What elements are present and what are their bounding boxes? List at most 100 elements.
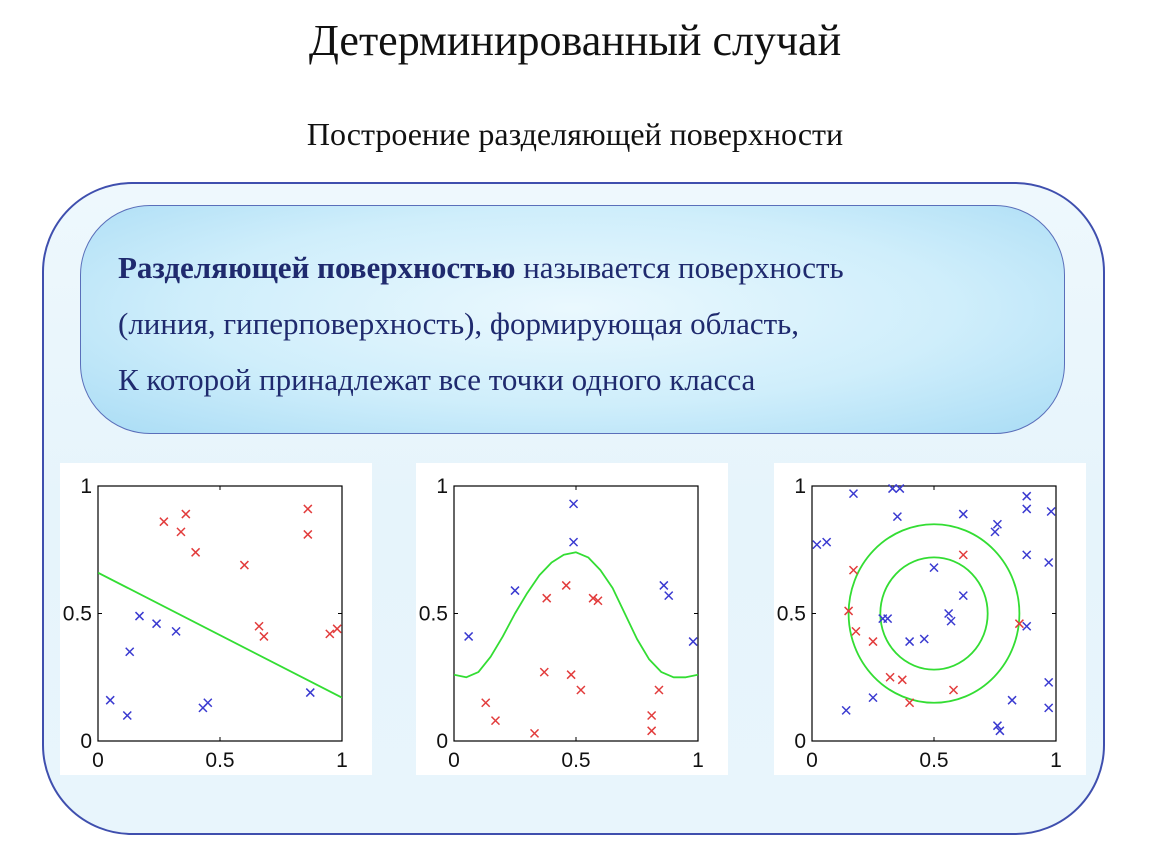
red-class-point [593,596,603,606]
boundary-group [454,551,698,679]
plot-linear-boundary: 0 0.5 1 0 0.5 1 [60,463,372,775]
blue-class-point [152,619,162,629]
blue-class-point [569,499,579,509]
plot-svg-1: 0 0.5 1 0 0.5 1 [63,475,348,772]
blue-class-point [929,563,939,573]
y-tick-label: 0.5 [419,603,448,626]
blue-class-point [841,705,851,715]
red-class-point [259,631,269,641]
blue-class-point [895,484,905,494]
red-class-point [254,621,264,631]
definition-line-2: (линия, гиперповерхность), формирующая о… [118,306,800,341]
boundary-group [98,571,342,699]
slide-subtitle: Построение разделяющей поверхности [306,116,844,152]
x-tick-label: 1 [336,749,348,772]
blue-class-point [1022,621,1032,631]
red-class-point [176,527,186,537]
blue-class-point [1022,504,1032,514]
red-class-point [905,698,915,708]
y-tick-label: 0.5 [777,603,806,626]
boundary-line [98,571,342,699]
x-tick-label: 1 [1050,749,1062,772]
red-class-point [576,685,586,695]
blue-class-point [569,537,579,547]
blue-class-point [883,614,893,624]
boundary-curve [454,551,698,679]
blue-class-point [812,540,822,550]
red-class-point [948,685,959,695]
blue-class-point [919,634,929,644]
blue-class-point [992,721,1002,731]
blue-class-point [905,637,915,647]
boundary-circle [879,556,989,671]
x-tick-label: 0.5 [919,749,948,772]
red-class-point [303,529,313,539]
red-class-point [529,728,540,738]
blue-class-point [892,512,902,522]
blue-class-point [659,580,669,590]
red-class-point [159,517,169,527]
blue-class-point [122,710,132,721]
red-class-point [647,726,657,736]
blue-class-point [944,608,954,619]
red-class-point [1014,619,1024,629]
definition-callout [80,205,1065,434]
blue-class-point [510,586,520,596]
blue-class-point [990,527,1000,537]
boundary-group [847,523,1021,704]
blue-class-point [992,519,1002,529]
blue-class-point [822,537,832,547]
red-class-point [851,626,861,636]
red-class-point [325,629,335,639]
blue-class-point [958,509,968,519]
definition-line-1: Разделяющей поверхностью называется пове… [118,240,1058,296]
red-class-point [588,593,598,603]
blue-class-point [664,591,674,601]
red-class-point [303,504,313,514]
red-class-point [542,593,552,603]
x-tick-label: 0.5 [561,749,590,772]
y-tick-label: 0 [436,730,448,753]
red-class-point [191,547,201,557]
y-tick-label: 1 [436,475,448,498]
blue-class-point [1022,550,1032,560]
plot-curve-boundary: 0 0.5 1 0 0.5 1 [416,463,728,775]
y-tick-label: 1 [80,475,92,498]
blue-class-point [305,688,315,698]
plot-svg-3: 0 0.5 1 0 0.5 1 [777,475,1062,772]
definition-line-1-rest: называется поверхность [515,250,844,285]
plot-frame [811,485,1057,742]
red-class-point [647,710,657,721]
plot-svg-2: 0 0.5 1 0 0.5 1 [419,475,704,772]
boundary-circle [847,523,1021,704]
red-class-point [885,672,895,682]
blue-class-point [134,611,145,621]
plot-frame [97,485,343,742]
x-tick-label: 1 [692,749,704,772]
plot-circular-boundary: 0 0.5 1 0 0.5 1 [774,463,1086,775]
plot-frame [453,485,699,742]
blue-class-point [868,693,878,703]
red-class-point [539,667,549,677]
blue-class-point [125,647,135,657]
blue-class-point [464,631,474,641]
red-class-point [332,624,342,634]
red-class-point [181,509,191,519]
blue-class-point [688,637,698,647]
y-tick-label: 1 [794,475,806,498]
blue-class-point [946,616,956,626]
x-tick-label: 0 [448,749,460,772]
blue-class-point [1007,695,1017,705]
red-class-point [848,565,859,575]
blue-class-point [848,489,859,499]
x-tick-label: 0.5 [205,749,234,772]
slide-title: Детерминированный случай [308,16,842,65]
definition-line-3: К которой принадлежат все точки одного к… [118,362,756,397]
red-class-point [239,560,249,570]
red-class-point [654,685,664,695]
x-tick-label: 0 [806,749,818,772]
definition-text: Разделяющей поверхностью называется пове… [118,240,1058,408]
red-class-point [481,698,491,708]
red-class-point [566,670,576,680]
blue-class-point [105,695,115,705]
